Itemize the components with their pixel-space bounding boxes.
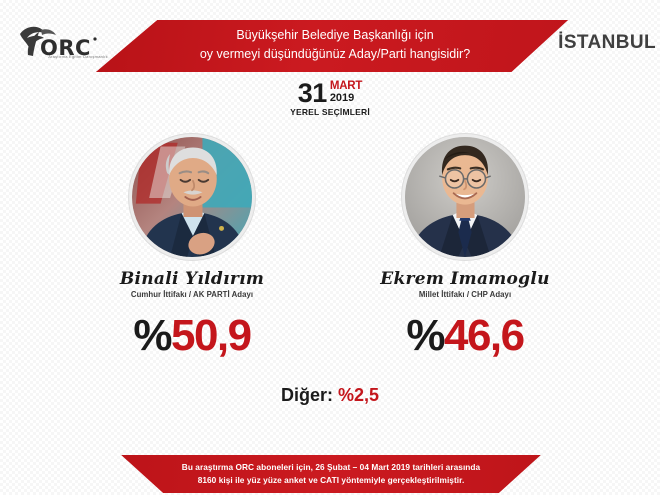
election-date-row: 31 MART 2019 [297,78,363,108]
candidate-percentage: %50,9 [97,313,287,359]
other-value: %2,5 [337,385,380,405]
candidate-name: Ekrem Imamoglu [380,269,550,289]
election-day: 31 [297,78,328,108]
poll-question: Büyükşehir Belediye Başkanlığı için oy v… [140,26,530,64]
candidate-card-1: Binali Yıldırım Cumhur İttifakı / AK PAR… [97,134,287,359]
header: ORC Araştırma Eğitim Danışmanlık Büyükşe… [0,16,660,74]
svg-text:ORC: ORC [40,36,91,60]
percent-symbol: % [133,311,172,360]
percent-value: 46,6 [443,311,525,360]
candidate-card-2: Ekrem Imamoglu Millet İttifakı / CHP Ada… [370,134,560,359]
percent-symbol: % [406,311,445,360]
candidate-photo-ekrem-imamoglu [402,134,528,260]
city-label: İSTANBUL [558,32,656,53]
election-month-year: MART 2019 [329,80,363,104]
candidate-name: Binali Yıldırım [119,269,265,289]
header-banner [96,20,568,72]
election-date-block: 31 MART 2019 YEREL SEÇİMLERİ [0,80,660,124]
percent-value: 50,9 [170,311,252,360]
election-year: 2019 [329,92,355,104]
footer-banner [121,455,541,493]
poll-question-line-2: oy vermeyi düşündüğünüz Aday/Parti hangi… [199,47,471,61]
election-subtitle: YEREL SEÇİMLERİ [290,107,370,117]
candidate-party: Cumhur İttifakı / AK PARTİ Adayı [130,290,254,299]
other-result-row: Diğer: %2,5 [0,385,660,406]
candidate-photo-inner [132,137,252,257]
election-month: MART [329,80,363,92]
candidate-percentage: %46,6 [370,313,560,359]
orc-logo-icon: ORC [14,22,106,68]
candidate-photo-binali-yildirim [129,134,255,260]
poll-question-line-1: Büyükşehir Belediye Başkanlığı için [236,28,434,42]
other-label: Diğer: [280,385,333,405]
methodology-line-2: 8160 kişi ile yüz yüze anket ve CATI yön… [197,475,465,485]
candidate-party: Millet İttifakı / CHP Adayı [418,290,512,299]
methodology-line-1: Bu araştırma ORC aboneleri için, 26 Şuba… [181,462,481,472]
logo-tagline: Araştırma Eğitim Danışmanlık [48,55,108,60]
candidate-photo-inner [405,137,525,257]
methodology-note: Bu araştırma ORC aboneleri için, 26 Şuba… [98,461,564,487]
